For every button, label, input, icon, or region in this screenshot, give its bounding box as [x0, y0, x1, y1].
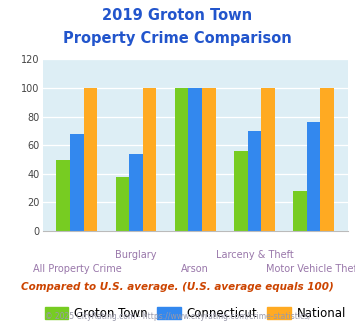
Text: Burglary: Burglary: [115, 250, 157, 260]
Bar: [143, 88, 157, 231]
Bar: [202, 88, 216, 231]
Bar: [307, 122, 321, 231]
Text: Motor Vehicle Theft: Motor Vehicle Theft: [266, 264, 355, 274]
Bar: [189, 88, 202, 231]
Bar: [175, 88, 189, 231]
Text: 2019 Groton Town: 2019 Groton Town: [103, 8, 252, 23]
Text: © 2025 CityRating.com - https://www.cityrating.com/crime-statistics/: © 2025 CityRating.com - https://www.city…: [45, 312, 310, 321]
Bar: [293, 191, 307, 231]
Text: Property Crime Comparison: Property Crime Comparison: [63, 31, 292, 46]
Bar: [248, 131, 261, 231]
Text: Compared to U.S. average. (U.S. average equals 100): Compared to U.S. average. (U.S. average …: [21, 282, 334, 292]
Bar: [116, 177, 129, 231]
Text: Arson: Arson: [181, 264, 209, 274]
Bar: [261, 88, 275, 231]
Text: Larceny & Theft: Larceny & Theft: [215, 250, 293, 260]
Bar: [70, 134, 84, 231]
Bar: [129, 154, 143, 231]
Text: All Property Crime: All Property Crime: [33, 264, 121, 274]
Bar: [56, 159, 70, 231]
Bar: [84, 88, 97, 231]
Legend: Groton Town, Connecticut, National: Groton Town, Connecticut, National: [40, 302, 350, 325]
Bar: [321, 88, 334, 231]
Bar: [234, 151, 248, 231]
